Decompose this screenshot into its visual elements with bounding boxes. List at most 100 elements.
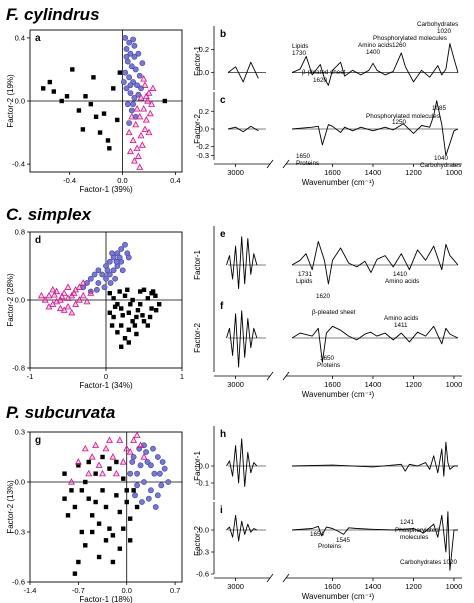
data-point-square — [119, 344, 124, 349]
peak-annotation: 1620 — [316, 293, 331, 300]
data-point-square — [79, 529, 85, 535]
data-point-circle — [134, 482, 140, 489]
data-point-square — [157, 302, 162, 307]
figure-layer: F. cylindrus C. simplex P. subcurvata a -0.4… — [6, 5, 462, 603]
data-point-circle — [127, 470, 134, 477]
data-point-triangle — [83, 297, 91, 305]
species-title: P. subcurvata — [6, 403, 115, 422]
data-point-square — [107, 146, 112, 151]
x-tick-label: 1600 — [324, 168, 341, 177]
x-tick-label: 1400 — [365, 380, 382, 389]
y-tick-label: 0.0 — [15, 97, 25, 106]
peak-annotation: Proteins — [318, 543, 341, 550]
data-point-square — [93, 471, 98, 476]
spectrum-trace-low — [291, 441, 458, 477]
peak-annotation: Proteins — [296, 160, 319, 167]
data-point-triangle — [145, 89, 153, 96]
spectrum-trace-high — [227, 125, 259, 133]
data-point-circle — [165, 479, 172, 485]
data-point-square — [83, 543, 88, 548]
x-tick-label: 1600 — [324, 380, 341, 389]
data-point-square — [103, 504, 109, 510]
axis-break-mark — [266, 371, 274, 381]
data-point-square — [126, 310, 131, 315]
data-point-square — [107, 466, 112, 471]
data-point-triangle — [140, 75, 148, 82]
scatter-panel-g: g -1.4 -0.7 0.0 0.7 0.3 0.0 -0.3 -0.6 Factor-1 (1… — [6, 428, 183, 603]
data-point-square — [119, 323, 124, 328]
data-point-circle — [124, 101, 131, 108]
data-point-circle — [136, 72, 143, 79]
data-point-circle — [126, 74, 133, 81]
data-point-triangle — [72, 300, 80, 307]
wavenumber-axis: 3000 1600 1400 1200 1000 Wavenumber (cm⁻¹) — [214, 159, 462, 187]
peak-annotation: Lipids — [296, 278, 312, 285]
data-point-circle — [101, 284, 108, 291]
data-point-triangle — [88, 453, 96, 460]
data-point-square — [126, 327, 131, 332]
data-point-circle — [104, 267, 111, 274]
data-point-triangle — [99, 469, 107, 477]
spectrum-trace-low — [291, 100, 459, 157]
spectrum-trace-low — [291, 325, 459, 363]
data-point-square — [72, 504, 78, 510]
data-point-square — [134, 331, 139, 337]
data-point-circle — [132, 66, 139, 73]
axis-break-mark — [266, 159, 274, 169]
data-point-square — [119, 306, 124, 311]
y-tick-label: -0.3 — [196, 151, 209, 160]
peak-annotation: 1730 — [292, 50, 307, 57]
data-point-circle — [109, 250, 115, 257]
data-point-square — [121, 476, 126, 481]
data-point-circle — [156, 470, 163, 477]
y-tick-label: -0.6 — [12, 578, 25, 587]
axis-break-mark — [282, 159, 290, 169]
peak-annotation: 1040 — [434, 155, 449, 162]
data-point-triangle — [137, 441, 145, 448]
data-point-square — [41, 86, 46, 91]
data-point-triangle — [149, 84, 157, 91]
data-point-triangle — [128, 112, 136, 120]
data-point-circle — [93, 286, 100, 293]
data-point-triangle — [45, 291, 53, 299]
y-axis-label: Factor-2 — [193, 526, 202, 556]
y-tick-label: 0.2 — [199, 107, 209, 116]
data-point-square — [83, 479, 88, 485]
data-point-square — [127, 516, 133, 521]
data-point-triangle — [130, 436, 138, 443]
data-point-square — [162, 98, 168, 104]
data-point-square — [131, 488, 136, 493]
species-title: F. cylindrus — [6, 5, 100, 24]
data-point-circle — [99, 271, 106, 278]
data-point-circle — [141, 479, 147, 485]
wavenumber-axis: 3000 1600 1400 1200 1000 Wavenumber (cm⁻¹) — [214, 573, 463, 601]
peak-annotation: Lipids — [292, 43, 308, 50]
data-point-circle — [122, 241, 128, 248]
data-point-circle — [139, 499, 145, 505]
data-point-square — [76, 108, 82, 113]
x-tick-label: 1000 — [446, 582, 463, 591]
data-point-square — [86, 496, 91, 501]
data-point-square — [107, 291, 112, 296]
data-point-circle — [116, 254, 123, 261]
data-point-square — [101, 111, 107, 116]
data-point-triangle — [144, 97, 152, 104]
x-tick-label: 1200 — [405, 168, 422, 177]
data-point-circle — [112, 275, 119, 282]
data-point-square — [135, 308, 141, 313]
peak-annotation: Carbohydrates — [420, 162, 461, 169]
data-point-circle — [150, 445, 156, 452]
data-point-square — [138, 289, 143, 294]
scatter-panel-d: d -1 0 1 0.8 0.0 -0.8 Factor-1 (34%) Factor-2 (2… — [6, 228, 184, 390]
data-point-triangle — [49, 285, 57, 293]
x-axis-label: Wavenumber (cm⁻¹) — [302, 178, 375, 187]
data-point-circle — [152, 504, 159, 510]
peak-annotation: 1241 — [400, 519, 415, 526]
data-point-circle — [135, 50, 142, 57]
data-point-circle — [106, 258, 113, 265]
data-point-square — [89, 513, 95, 518]
data-point-circle — [125, 254, 132, 261]
data-point-triangle — [64, 302, 72, 310]
data-point-circle — [127, 82, 134, 89]
peak-annotation: 1411 — [394, 322, 408, 329]
